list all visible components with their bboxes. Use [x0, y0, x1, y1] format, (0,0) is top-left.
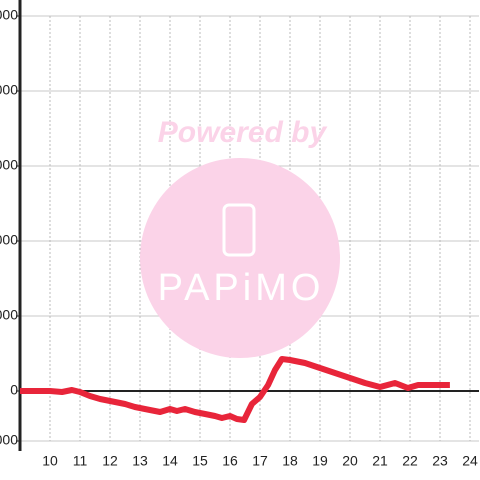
x-tick-label: 10 — [42, 453, 58, 469]
x-tick-label: 13 — [132, 453, 148, 469]
x-tick-label: 19 — [312, 453, 328, 469]
watermark-phone — [222, 203, 256, 257]
x-tick-label: 15 — [192, 453, 208, 469]
x-tick-label: 12 — [102, 453, 118, 469]
y-tick-label: -20,000 — [0, 432, 18, 448]
y-tick-label: 90,000 — [0, 157, 18, 173]
y-tick-label: 120,000 — [0, 82, 18, 98]
y-tick-label: 30,000 — [0, 307, 18, 323]
x-tick-label: 24 — [462, 453, 478, 469]
x-tick-label: 17 — [252, 453, 268, 469]
x-tick-label: 20 — [342, 453, 358, 469]
x-tick-label: 11 — [73, 453, 88, 469]
x-tick-label: 16 — [222, 453, 238, 469]
data-line — [20, 356, 450, 423]
x-tick-label: 21 — [372, 453, 388, 469]
y-tick-label: 60,000 — [0, 232, 18, 248]
x-tick-label: 14 — [162, 453, 178, 469]
watermark-circle — [140, 158, 340, 358]
x-tick-label: 23 — [432, 453, 448, 469]
watermark: Powered by PAPiMO — [140, 116, 340, 358]
watermark-text: Powered by — [158, 116, 328, 149]
watermark-logo: PAPiMO — [158, 267, 325, 309]
y-tick-label: 0 — [10, 382, 18, 398]
y-tick-label: 150,000 — [0, 7, 18, 23]
x-tick-label: 22 — [402, 453, 418, 469]
x-tick-label: 18 — [282, 453, 298, 469]
